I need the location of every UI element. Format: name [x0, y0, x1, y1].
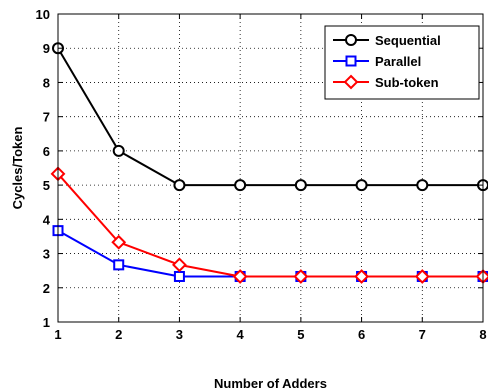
legend-label: Sequential: [375, 33, 441, 48]
x-axis-label: Number of Adders: [214, 376, 327, 391]
y-tick-label: 3: [43, 247, 50, 262]
data-point: [114, 260, 123, 269]
y-tick-label: 9: [43, 41, 50, 56]
x-tick-label: 5: [297, 327, 304, 342]
data-point: [235, 180, 245, 190]
data-point: [175, 272, 184, 281]
data-point: [357, 180, 367, 190]
y-tick-label: 8: [43, 75, 50, 90]
data-point: [417, 180, 427, 190]
x-tick-label: 8: [479, 327, 486, 342]
y-tick-label: 4: [43, 212, 51, 227]
x-tick-label: 3: [176, 327, 183, 342]
legend-label: Parallel: [375, 54, 421, 69]
x-tick-label: 1: [54, 327, 61, 342]
data-point: [114, 146, 124, 156]
legend: Sequential Parallel Sub-token: [325, 26, 479, 99]
x-tick-label: 4: [237, 327, 245, 342]
y-tick-label: 2: [43, 281, 50, 296]
legend-marker: [347, 57, 356, 66]
data-point: [296, 180, 306, 190]
x-tick-label: 7: [419, 327, 426, 342]
y-tick-label: 5: [43, 178, 50, 193]
x-tick-label: 6: [358, 327, 365, 342]
y-tick-label: 1: [43, 315, 50, 330]
legend-label: Sub-token: [375, 75, 439, 90]
legend-marker: [346, 35, 356, 45]
y-tick-label: 10: [36, 7, 50, 22]
y-axis-label: Cycles/Token: [10, 127, 25, 210]
y-tick-label: 6: [43, 144, 50, 159]
y-tick-label: 7: [43, 110, 50, 125]
x-tick-label: 2: [115, 327, 122, 342]
data-point: [174, 180, 184, 190]
